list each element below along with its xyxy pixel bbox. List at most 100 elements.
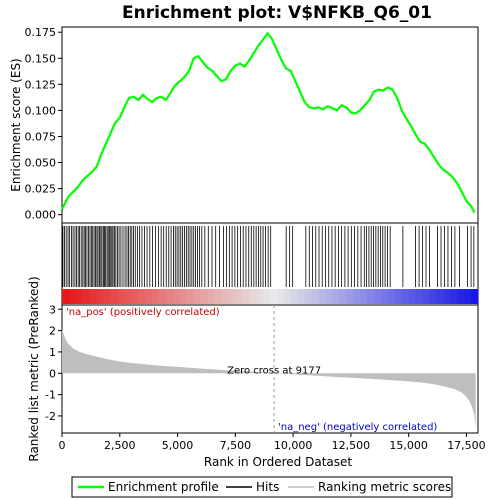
ranking-metric-area xyxy=(62,329,476,429)
gradient-segment xyxy=(214,289,223,304)
gradient-segment xyxy=(408,289,417,304)
enrichment-profile-line xyxy=(61,31,476,214)
chart-title: Enrichment plot: V$NFKB_Q6_01 xyxy=(122,3,432,23)
gradient-segment xyxy=(124,289,132,304)
gradient-segment xyxy=(297,289,306,304)
es-y-label: Enrichment score (ES) xyxy=(9,58,23,191)
gradient-segment xyxy=(283,289,292,304)
gradient-segment xyxy=(131,289,139,304)
gradient-segment xyxy=(228,289,236,304)
gradient-segment xyxy=(270,289,278,304)
gradient-segment xyxy=(110,289,119,304)
positive-correlation-label: 'na_pos' (positively correlated) xyxy=(66,307,220,318)
metric-y-tick-label: -1 xyxy=(45,389,56,402)
x-tick-label: 0 xyxy=(59,439,66,452)
gradient-segment xyxy=(380,289,389,304)
legend: Enrichment profile Hits Ranking metric s… xyxy=(71,476,453,498)
gradient-segment xyxy=(401,289,410,304)
gradient-segment xyxy=(415,289,424,304)
gradient-segment xyxy=(374,289,382,304)
negative-correlation-label: 'na_neg' (negatively correlated) xyxy=(278,422,437,433)
gradient-segment xyxy=(304,289,313,304)
metric-y-tick-label: 0 xyxy=(49,367,56,380)
gradient-segment xyxy=(471,289,479,304)
es-y-axis: 0.000 0.025 0.050 0.075 0.100 0.125 0.150 0.175 xyxy=(25,26,62,222)
gradient-segment xyxy=(89,289,98,304)
x-tick-label: 15,000 xyxy=(389,439,428,452)
gradient-segment xyxy=(311,289,320,304)
gradient-segment xyxy=(166,289,174,304)
hits-panel xyxy=(61,222,479,306)
gradient-segment xyxy=(186,289,195,304)
es-y-tick-label: 0.175 xyxy=(25,26,57,39)
gradient-segment xyxy=(117,289,125,304)
gradient-segment xyxy=(221,289,229,304)
gradient-segment xyxy=(152,289,160,304)
x-tick-label: 10,000 xyxy=(274,439,313,452)
gradient-segment xyxy=(172,289,181,304)
gradient-segment xyxy=(290,289,299,304)
rank-gradient-bar xyxy=(62,289,479,304)
hit-lines xyxy=(62,226,475,287)
gradient-segment xyxy=(457,289,465,304)
gradient-segment xyxy=(68,289,77,304)
gradient-segment xyxy=(360,289,368,304)
es-panel: 0.000 0.025 0.050 0.075 0.100 0.125 0.150 0.175… xyxy=(9,26,479,224)
gradient-segment xyxy=(318,289,327,304)
gradient-segment xyxy=(179,289,188,304)
gradient-segment xyxy=(96,289,105,304)
gradient-segment xyxy=(193,289,202,304)
gradient-segment xyxy=(353,289,361,304)
gradient-segment xyxy=(200,289,209,304)
gradient-segment xyxy=(138,289,146,304)
x-tick-label: 17,500 xyxy=(447,439,486,452)
gradient-segment xyxy=(325,289,333,304)
gradient-segment xyxy=(242,289,250,304)
gradient-segment xyxy=(387,289,396,304)
gradient-segment xyxy=(346,289,354,304)
metric-y-axis: -2 -1 0 1 2 3 xyxy=(45,303,62,423)
x-axis-label: Rank in Ordered Dataset xyxy=(204,455,352,469)
gradient-segment xyxy=(75,289,84,304)
legend-label-hits: Hits xyxy=(256,480,279,494)
gradient-segment xyxy=(103,289,112,304)
gradient-segment xyxy=(276,289,285,304)
gradient-segment xyxy=(464,289,472,304)
legend-frame xyxy=(71,476,453,498)
legend-label-enrichment: Enrichment profile xyxy=(108,480,219,494)
gradient-segment xyxy=(422,289,431,304)
gradient-segment xyxy=(207,289,216,304)
gradient-segment xyxy=(339,289,347,304)
gradient-segment xyxy=(436,289,444,304)
metric-y-tick-label: 2 xyxy=(49,325,56,338)
gradient-segment xyxy=(394,289,403,304)
gradient-segment xyxy=(249,289,257,304)
gradient-segment xyxy=(332,289,340,304)
metric-y-tick-label: 3 xyxy=(49,303,56,316)
gradient-segment xyxy=(82,289,91,304)
gradient-segment xyxy=(256,289,264,304)
es-panel-frame xyxy=(61,26,479,224)
gradient-segment xyxy=(429,289,437,304)
es-y-tick-label: 0.100 xyxy=(25,104,57,117)
es-y-tick-label: 0.000 xyxy=(25,209,57,222)
legend-label-metric: Ranking metric scores xyxy=(318,480,451,494)
gradient-segment xyxy=(145,289,153,304)
metric-panel: -2 -1 0 1 2 3 Zero cross at 9177 'na_pos' (po… xyxy=(27,276,479,462)
es-y-tick-label: 0.125 xyxy=(25,78,57,91)
gradient-segment xyxy=(367,289,375,304)
gradient-segment xyxy=(159,289,167,304)
metric-y-tick-label: 1 xyxy=(49,346,56,359)
x-axis: 0 2,500 5,000 7,500 10,000 12,500 15,000 17,500 xyxy=(59,433,486,452)
es-y-tick-label: 0.150 xyxy=(25,52,57,65)
gradient-segment xyxy=(450,289,458,304)
x-tick-label: 2,500 xyxy=(104,439,136,452)
es-y-tick-label: 0.025 xyxy=(25,183,57,196)
gradient-segment xyxy=(235,289,243,304)
x-tick-label: 12,500 xyxy=(332,439,371,452)
gradient-segment xyxy=(443,289,451,304)
x-tick-label: 5,000 xyxy=(162,439,194,452)
zero-cross-label: Zero cross at 9177 xyxy=(227,365,321,376)
es-y-tick-label: 0.075 xyxy=(25,130,57,143)
